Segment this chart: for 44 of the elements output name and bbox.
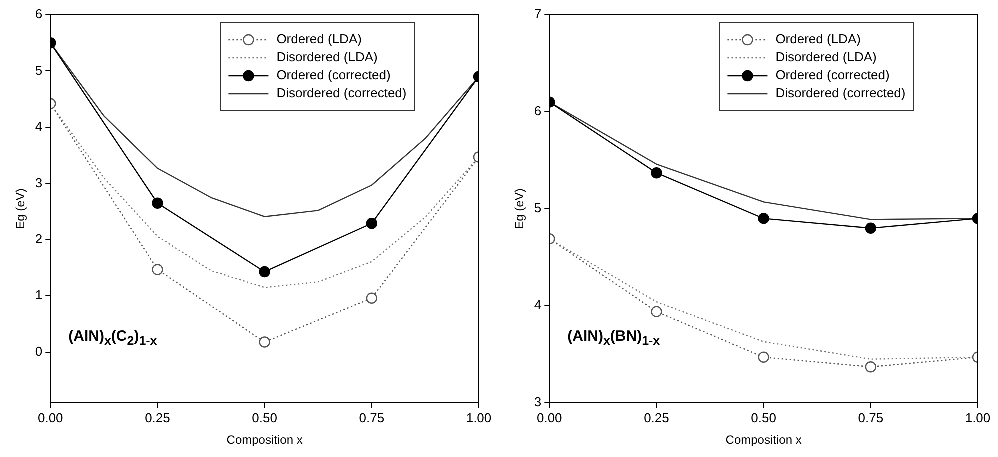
y-tick-label: 3 [534, 394, 542, 410]
point [259, 266, 270, 278]
point [758, 213, 770, 224]
x-tick-label: 1.00 [965, 410, 991, 426]
y-axis-title: Eg (eV) [512, 188, 527, 230]
y-tick-label: 4 [534, 298, 542, 313]
x-tick-label: 0.25 [145, 410, 170, 426]
legend-label: Ordered (LDA) [776, 32, 861, 47]
y-tick-label: 5 [534, 200, 542, 216]
y-tick-label: 1 [35, 288, 43, 303]
x-tick-label: 0.50 [751, 410, 776, 426]
legend-label: Ordered (corrected) [776, 68, 890, 83]
legend-label: Ordered (corrected) [276, 68, 391, 83]
y-tick-label: 6 [35, 6, 43, 22]
x-tick-label: 0.75 [858, 410, 884, 426]
x-tick-label: 0.00 [536, 410, 562, 426]
point [152, 264, 164, 276]
x-axis-title: Composition x [226, 433, 303, 448]
legend-label: Disordered (LDA) [776, 50, 877, 65]
y-tick-label: 6 [534, 104, 542, 119]
annotation: (AlN)$_{x}$(C$_{2}$)$_{1-x}$ [68, 328, 158, 348]
legend-label: Ordered (LDA) [276, 32, 362, 47]
point [152, 198, 164, 209]
point [651, 306, 662, 318]
point [651, 168, 662, 179]
legend-label: Disordered (LDA) [276, 50, 378, 65]
y-tick-label: 7 [534, 6, 542, 22]
y-tick-label: 5 [35, 62, 43, 78]
legend-label: Disordered (corrected) [776, 86, 906, 101]
annotation: (AlN)$_{x}$(BN)$_{1-x}$ [568, 328, 660, 348]
x-tick-label: 0.00 [38, 410, 64, 426]
legend-label: Disordered (corrected) [276, 86, 407, 101]
y-tick-label: 3 [35, 175, 43, 190]
x-tick-label: 0.75 [359, 410, 385, 426]
x-tick-label: 0.25 [644, 410, 670, 426]
x-axis-title: Composition x [726, 433, 802, 448]
point [259, 336, 270, 348]
y-tick-label: 2 [35, 232, 43, 247]
y-axis-title: Eg (eV) [14, 188, 28, 230]
y-tick-label: 0 [35, 344, 43, 359]
x-tick-label: 0.50 [252, 410, 278, 426]
point [758, 352, 770, 364]
y-tick-label: 4 [35, 119, 43, 134]
x-tick-label: 1.00 [466, 410, 492, 426]
